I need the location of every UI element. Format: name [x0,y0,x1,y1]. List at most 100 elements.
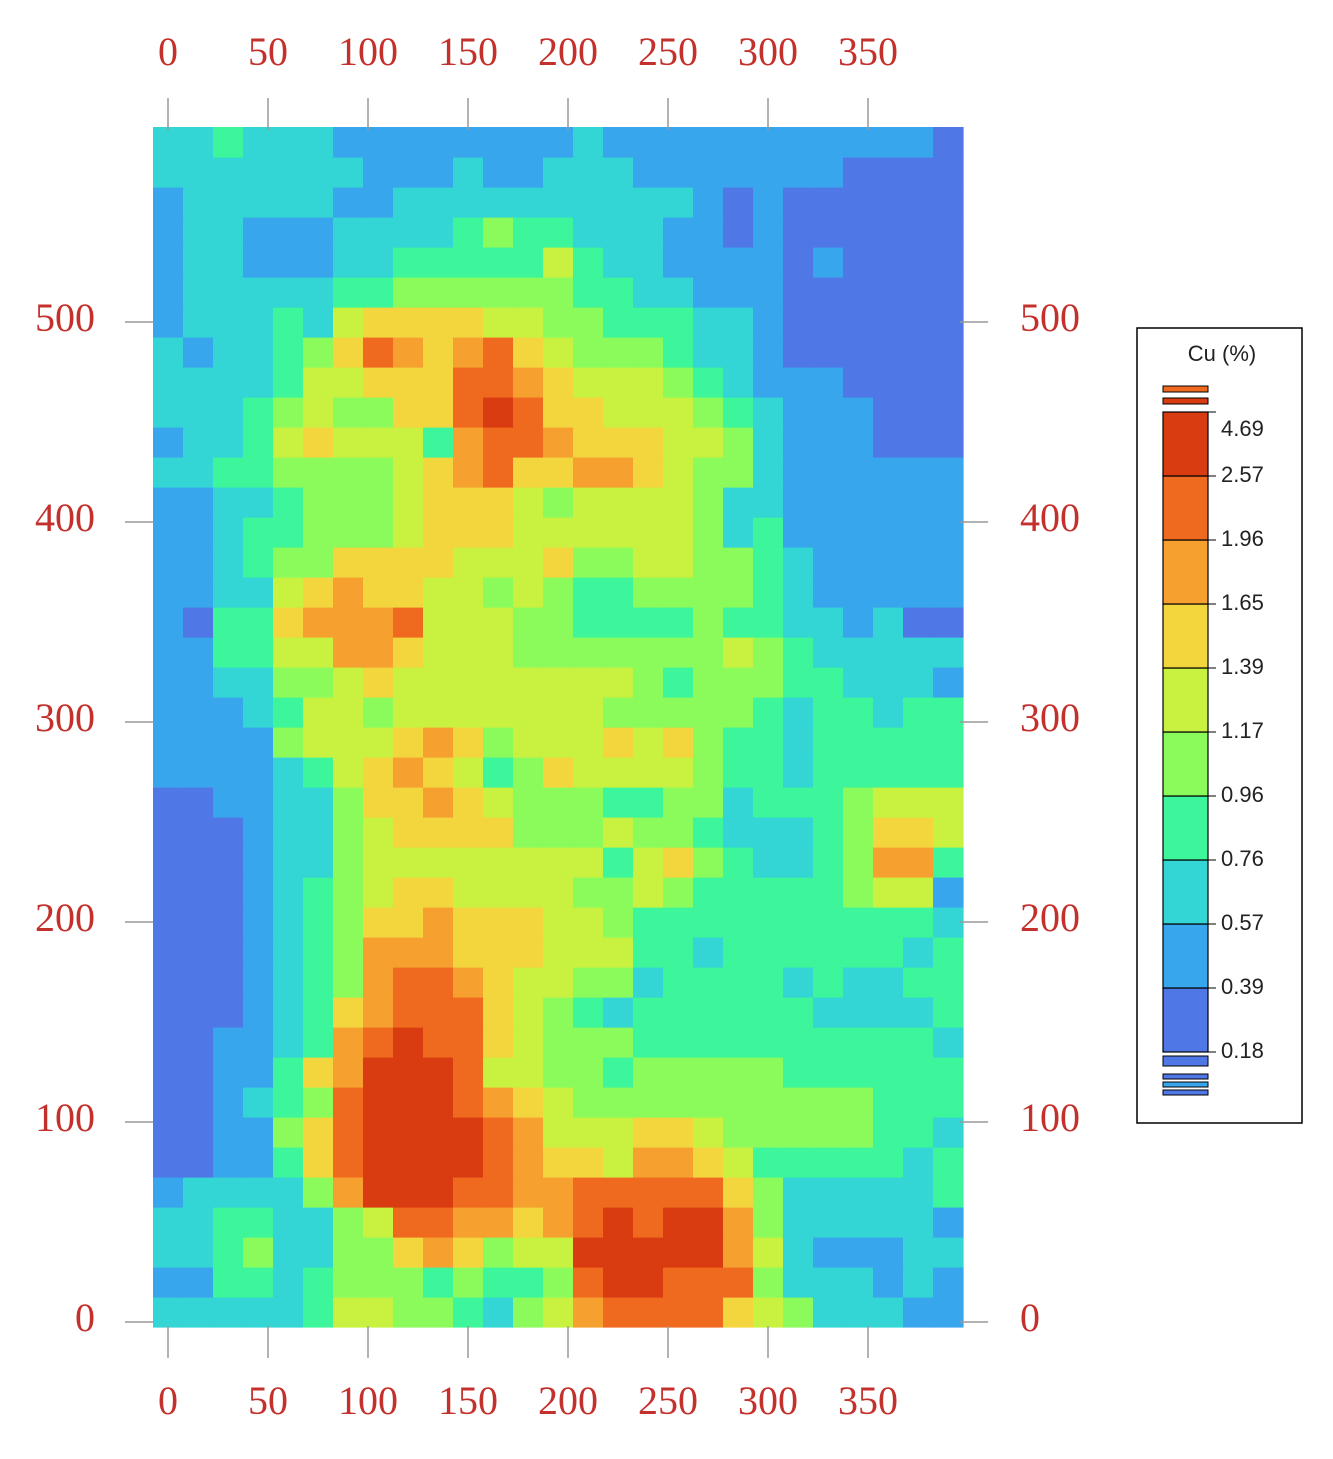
cell [933,457,964,488]
cell [453,337,484,368]
cell [573,247,604,278]
cell [933,517,964,548]
cell [213,997,244,1028]
cell [933,1297,964,1328]
cell [573,787,604,818]
cell [783,1177,814,1208]
cell [423,1237,454,1268]
cell [543,337,574,368]
cell [483,247,514,278]
cell [393,907,424,938]
cell [813,337,844,368]
cell [333,247,364,278]
cell [783,877,814,908]
cell [543,217,574,248]
cell [303,1207,334,1238]
cell [423,577,454,608]
cell [723,817,754,848]
legend-overflow [1162,397,1209,405]
cell [933,127,964,158]
cell [153,367,184,398]
cell [873,367,904,398]
cell [453,547,484,578]
cell [813,487,844,518]
cell [213,517,244,548]
cell [693,367,724,398]
cell [513,1147,544,1178]
cell [813,457,844,488]
cell [513,1237,544,1268]
cell [333,1147,364,1178]
cell [633,547,664,578]
cell [423,247,454,278]
cell [453,517,484,548]
cell [153,337,184,368]
cell [483,1087,514,1118]
cell [573,307,604,338]
cell [513,367,544,398]
cell [693,637,724,668]
cell [933,997,964,1028]
cell [363,247,394,278]
cell [543,457,574,488]
cell [333,847,364,878]
cell [573,637,604,668]
cell [783,1207,814,1238]
cell [303,277,334,308]
cell [663,517,694,548]
cell [483,1027,514,1058]
cell [153,427,184,458]
cell [723,877,754,908]
cell [603,517,634,548]
cell [483,307,514,338]
cell [933,1117,964,1148]
cell [663,727,694,758]
cell [483,787,514,818]
cell [603,727,634,758]
cell [363,1027,394,1058]
cell [333,487,364,518]
cell [753,307,784,338]
cell [243,967,274,998]
cell [693,187,724,218]
cell [693,1237,724,1268]
cell [243,817,274,848]
cell [153,127,184,158]
cell [873,427,904,458]
cell [813,1027,844,1058]
cell [423,997,454,1028]
cell [753,397,784,428]
cell [183,457,214,488]
cell [303,487,334,518]
cell [153,757,184,788]
cell [693,967,724,998]
cell [543,937,574,968]
cell [663,457,694,488]
cell [333,457,364,488]
y-tick-label: 300 [1020,695,1080,740]
cell [303,667,334,698]
cell [333,517,364,548]
cell [243,247,274,278]
cell [183,157,214,188]
cell [663,1207,694,1238]
cell [633,1297,664,1328]
cell [483,547,514,578]
cell [273,1087,304,1118]
cell [513,997,544,1028]
cell [153,247,184,278]
cell [753,967,784,998]
cell [633,1267,664,1298]
cell [693,877,724,908]
cell [363,307,394,338]
cell [453,427,484,458]
cell [633,607,664,638]
cell [183,1057,214,1088]
y-tick-label: 400 [35,495,95,540]
cell [423,157,454,188]
cell [573,427,604,458]
cell [603,1057,634,1088]
cell [633,847,664,878]
cell [483,157,514,188]
cell [633,157,664,188]
